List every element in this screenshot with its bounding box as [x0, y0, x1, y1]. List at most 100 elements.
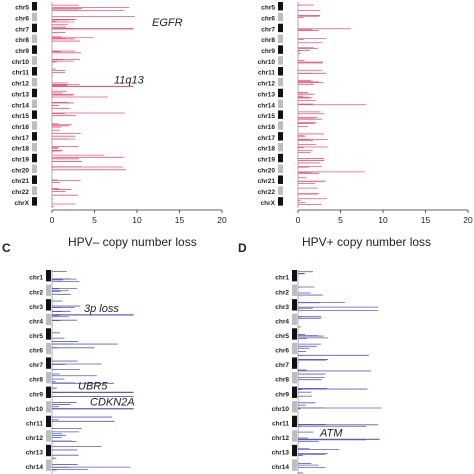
annotation-label: EGFR	[152, 17, 183, 29]
annotation-label: 11q13	[114, 74, 145, 86]
chromosome-label: chr7	[261, 26, 275, 33]
ideogram-segment	[46, 357, 51, 369]
chromosome-label: chr7	[15, 26, 29, 33]
chromosome-label: chr22	[258, 189, 276, 196]
ideogram-segment	[278, 132, 283, 141]
ideogram-segment	[278, 153, 283, 163]
ideogram-segment	[32, 2, 37, 11]
ideogram-segment	[32, 77, 37, 87]
ideogram-segment	[32, 142, 37, 152]
chromosome-label: chr8	[261, 37, 275, 44]
chromosome-label: chr21	[258, 178, 276, 185]
ideogram-segment	[32, 88, 37, 98]
ideogram-segment	[292, 357, 297, 369]
chromosome-label: chr14	[272, 464, 290, 471]
chromosome-label: chr14	[258, 102, 276, 109]
ideogram-segment	[32, 164, 37, 174]
x-tick-label: 20	[463, 215, 473, 225]
chromosome-label: chr6	[261, 16, 275, 23]
ideogram-segment	[46, 299, 51, 311]
chromosome-label: chr10	[12, 59, 30, 66]
ideogram-segment	[278, 2, 283, 11]
chromosome-label: chr10	[258, 59, 276, 66]
chromosome-label: chr18	[258, 146, 276, 153]
chromosome-label: chr4	[29, 318, 43, 325]
x-tick-label: 5	[92, 215, 97, 225]
chromosome-label: chr12	[272, 435, 290, 442]
ideogram-segment	[278, 175, 283, 184]
ideogram-segment	[46, 270, 51, 282]
annotation-label: CDKN2A	[90, 397, 135, 409]
chromosome-label: chr6	[275, 348, 289, 355]
ideogram-segment	[278, 23, 283, 33]
ideogram-segment	[32, 186, 37, 195]
ideogram-segment	[46, 386, 51, 398]
panel-d-title: HPV+ copy number loss	[302, 235, 431, 249]
ideogram-segment	[32, 175, 37, 184]
chromosome-label: chr3	[29, 304, 43, 311]
chromosome-label: chr1	[29, 275, 43, 282]
ideogram-segment	[46, 444, 51, 457]
chromosome-label: chr17	[12, 135, 30, 142]
chromosome-label: chr21	[12, 178, 30, 185]
chromosome-label: chr11	[258, 70, 275, 77]
chromosome-label: chr13	[12, 91, 30, 98]
chromosome-label: chr13	[26, 450, 44, 457]
x-tick-label: 0	[296, 215, 301, 225]
ideogram-segment	[278, 186, 283, 195]
chromosome-label: chr14	[12, 102, 30, 109]
chromosome-label: chr5	[275, 333, 289, 340]
chromosome-label: chr14	[26, 464, 44, 471]
chromosome-label: chr7	[275, 362, 289, 369]
ideogram-segment	[32, 67, 37, 76]
ideogram-segment	[46, 430, 51, 442]
chromosome-label: chr9	[261, 48, 275, 55]
x-tick-label: 15	[421, 215, 431, 225]
chromosome-label: chr11	[272, 420, 289, 427]
panel-a-chart: chr5 chr6 chr7 chr8 chr9 chr10 chr11 chr12 chr13…	[12, 2, 227, 225]
ideogram-segment	[32, 23, 37, 33]
panel-b-chart: chr5 chr6 chr7 chr8 chr9 chr10 chr11 chr12 chr13…	[258, 2, 473, 225]
chromosome-label: chr16	[258, 124, 276, 131]
chromosome-label: chr12	[258, 81, 276, 88]
x-tick-label: 5	[338, 215, 343, 225]
chromosome-label: chr10	[26, 406, 44, 413]
ideogram-segment	[278, 88, 283, 98]
chromosome-label: chr4	[275, 318, 289, 325]
chromosome-label: chr9	[275, 391, 289, 398]
ideogram-segment	[278, 56, 283, 65]
ideogram-segment	[46, 372, 51, 384]
ideogram-segment	[278, 142, 283, 152]
ideogram-segment	[32, 12, 37, 22]
chromosome-label: chr3	[275, 304, 289, 311]
chromosome-label: chr8	[275, 377, 289, 384]
chromosome-label: chr15	[258, 113, 276, 120]
x-tick-label: 10	[378, 215, 388, 225]
chromosome-label: chr15	[12, 113, 30, 120]
chromosome-label: chr20	[258, 167, 276, 174]
chromosome-label: chrX	[15, 200, 30, 207]
panel-c-letter: C	[2, 241, 11, 255]
chromosome-label: chr11	[12, 70, 29, 77]
ideogram-segment	[46, 284, 51, 296]
ideogram-segment	[278, 67, 283, 76]
ideogram-segment	[292, 415, 297, 428]
annotation-label: UBR5	[78, 380, 108, 392]
ideogram-segment	[46, 401, 51, 413]
ideogram-segment	[292, 444, 297, 457]
ideogram-segment	[278, 121, 283, 130]
chromosome-label: chr20	[12, 167, 30, 174]
panel-d-chart: D HPV+ copy number loss chr1 chr2 chr3 chr4…	[238, 235, 431, 474]
chromosome-label: chr13	[272, 450, 290, 457]
ideogram-segment	[292, 328, 297, 340]
chromosome-label: chr12	[12, 81, 30, 88]
ideogram-segment	[32, 153, 37, 163]
ideogram-segment	[278, 99, 283, 109]
ideogram-segment	[292, 386, 297, 398]
chromosome-label: chrX	[261, 200, 276, 207]
ideogram-segment	[32, 197, 37, 206]
ideogram-segment	[32, 45, 37, 54]
ideogram-segment	[292, 430, 297, 442]
ideogram-segment	[32, 56, 37, 65]
annotation-label: 3p loss	[84, 303, 119, 315]
